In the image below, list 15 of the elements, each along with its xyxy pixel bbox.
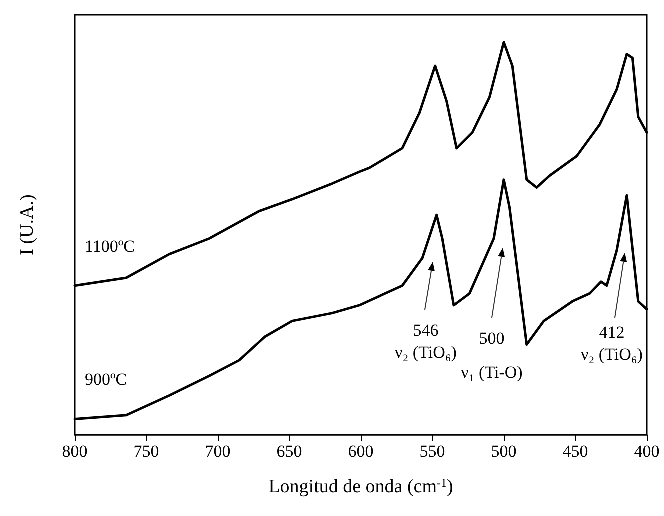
y-axis-title: I (U.A.)	[17, 194, 39, 256]
series-label: 1100ºC	[85, 236, 135, 258]
annotation: 412 ν₂ (TiO₆)	[581, 322, 643, 366]
x-tick-label: 400	[634, 442, 660, 461]
x-tick-label: 800	[62, 442, 88, 461]
x-tick-label: 700	[205, 442, 231, 461]
x-tick-label: 600	[348, 442, 374, 461]
annotation: 546 ν₂ (TiO₆)	[395, 320, 457, 364]
x-tick-label: 450	[562, 442, 588, 461]
x-tick-label: 750	[134, 442, 160, 461]
x-tick-label: 550	[420, 442, 446, 461]
series-label: 900ºC	[85, 369, 128, 392]
annotation: 500 ν₁ (Ti-O)	[461, 328, 523, 384]
x-tick-label: 500	[491, 442, 517, 461]
x-tick-label: 650	[276, 442, 302, 461]
